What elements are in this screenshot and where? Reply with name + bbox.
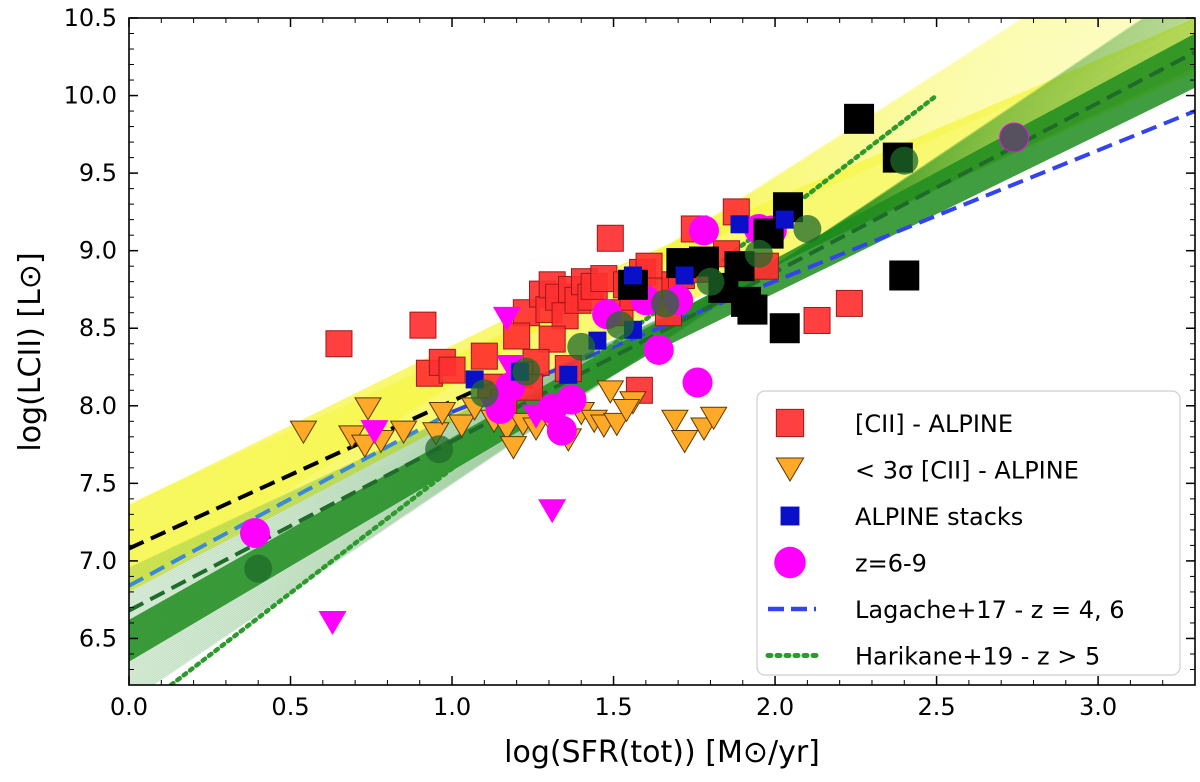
point-square-black bbox=[889, 260, 920, 291]
point-triangle-down bbox=[612, 398, 641, 423]
legend-box bbox=[756, 390, 1181, 676]
y-tick-label: 8.0 bbox=[79, 392, 117, 420]
y-tick-label: 9.5 bbox=[79, 159, 117, 187]
point-triangle-down bbox=[289, 420, 318, 445]
point-circle-dark bbox=[1000, 123, 1029, 152]
point-circle-dark bbox=[512, 357, 541, 386]
point-square bbox=[803, 306, 831, 334]
line-dark-green-dashed-fit bbox=[129, 50, 1195, 613]
y-tick-label: 10.0 bbox=[64, 82, 117, 110]
point-circle-dark bbox=[244, 554, 273, 583]
point-triangle-down bbox=[699, 406, 728, 431]
point-triangle-down bbox=[602, 412, 631, 437]
point-circle-dark bbox=[606, 311, 635, 340]
line-harikane-19-z-5 bbox=[168, 93, 939, 685]
point-square-small bbox=[775, 210, 794, 229]
legend-marker-square-small bbox=[780, 506, 800, 526]
plot-frame bbox=[128, 17, 1196, 686]
point-triangle-down bbox=[661, 409, 689, 434]
point-square bbox=[835, 289, 863, 317]
point-triangle-down bbox=[596, 380, 625, 404]
point-square-small bbox=[730, 215, 749, 234]
y-axis-label: log(LCII) [L⊙] bbox=[13, 252, 48, 451]
x-tick-label: 2.0 bbox=[756, 693, 794, 721]
point-triangle-down bbox=[447, 414, 476, 438]
point-triangle-down bbox=[354, 397, 382, 421]
axis-ticks: 0.0 0.5 1.0 1.5 2.0 2.5 3.0 6.5 7.0 7.5 8.0 8.5 9.0 9… bbox=[64, 4, 1195, 721]
point-triangle-down-magenta bbox=[496, 355, 525, 380]
point-square bbox=[470, 342, 498, 370]
point-circle-dark bbox=[567, 332, 596, 361]
legend-label: Harikane+19 - z > 5 bbox=[855, 643, 1100, 671]
point-square-black bbox=[844, 103, 875, 134]
line-lagache-extension bbox=[129, 410, 453, 588]
point-triangle-down bbox=[422, 422, 450, 446]
x-tick-label: 1.0 bbox=[433, 693, 471, 721]
legend-label: < 3σ [CII] - ALPINE bbox=[855, 457, 1079, 485]
legend-label: Lagache+17 - z = 4, 6 bbox=[855, 596, 1125, 624]
point-triangle-down bbox=[499, 436, 528, 460]
point-square-black bbox=[769, 313, 800, 344]
point-circle bbox=[688, 215, 719, 246]
x-axis-label: log(SFR(tot)) [M⊙/yr] bbox=[504, 735, 820, 770]
legend-label: ALPINE stacks bbox=[855, 503, 1023, 531]
legend-marker-triangle-down bbox=[775, 457, 805, 483]
legend-marker-square bbox=[775, 408, 805, 438]
point-circle-dark bbox=[793, 214, 822, 243]
point-circle bbox=[643, 334, 674, 365]
y-tick-label: 8.5 bbox=[79, 314, 117, 342]
point-circle bbox=[556, 384, 587, 415]
point-square bbox=[590, 265, 618, 293]
point-circle-dark bbox=[696, 267, 725, 296]
point-square-small bbox=[675, 266, 694, 285]
point-triangle-down-magenta bbox=[538, 499, 567, 524]
point-triangle-down-magenta bbox=[360, 420, 389, 445]
point-circle-dark bbox=[425, 435, 454, 464]
x-tick-label: 1.5 bbox=[594, 693, 632, 721]
x-tick-label: 2.5 bbox=[917, 693, 955, 721]
point-square-black bbox=[737, 294, 768, 325]
point-triangle-down-magenta bbox=[492, 306, 521, 331]
y-tick-label: 7.0 bbox=[79, 547, 117, 575]
y-tick-label: 6.5 bbox=[79, 624, 117, 652]
point-square-small bbox=[559, 365, 578, 384]
point-triangle-down bbox=[350, 434, 379, 459]
point-circle bbox=[682, 367, 713, 398]
point-square bbox=[538, 325, 566, 353]
point-square bbox=[325, 330, 353, 358]
point-circle-dark bbox=[890, 146, 919, 175]
point-triangle-down bbox=[428, 402, 457, 426]
point-square-small bbox=[623, 266, 642, 285]
point-circle bbox=[546, 415, 577, 446]
legend-label: [CII] - ALPINE bbox=[855, 410, 1013, 438]
point-square bbox=[596, 224, 624, 252]
point-square bbox=[438, 356, 466, 384]
y-tick-label: 10.5 bbox=[64, 4, 117, 32]
point-square bbox=[409, 311, 437, 339]
legend: [CII] - ALPINE < 3σ [CII] - ALPINE ALPINE … bbox=[756, 390, 1181, 676]
point-triangle-down bbox=[670, 429, 699, 454]
point-triangle-down bbox=[389, 420, 418, 445]
x-tick-label: 0.0 bbox=[110, 693, 148, 721]
point-circle bbox=[239, 517, 270, 548]
point-circle-dark bbox=[651, 289, 680, 318]
point-triangle-down-magenta bbox=[318, 610, 347, 635]
point-circle-dark bbox=[470, 379, 499, 408]
x-tick-label: 3.0 bbox=[1079, 693, 1117, 721]
legend-marker-circle bbox=[774, 546, 806, 579]
point-circle-dark bbox=[744, 239, 773, 268]
y-tick-label: 7.5 bbox=[79, 469, 117, 497]
data-points bbox=[239, 103, 1030, 635]
x-tick-label: 0.5 bbox=[271, 693, 309, 721]
y-tick-label: 9.0 bbox=[79, 237, 117, 265]
legend-label: z=6-9 bbox=[855, 550, 927, 578]
